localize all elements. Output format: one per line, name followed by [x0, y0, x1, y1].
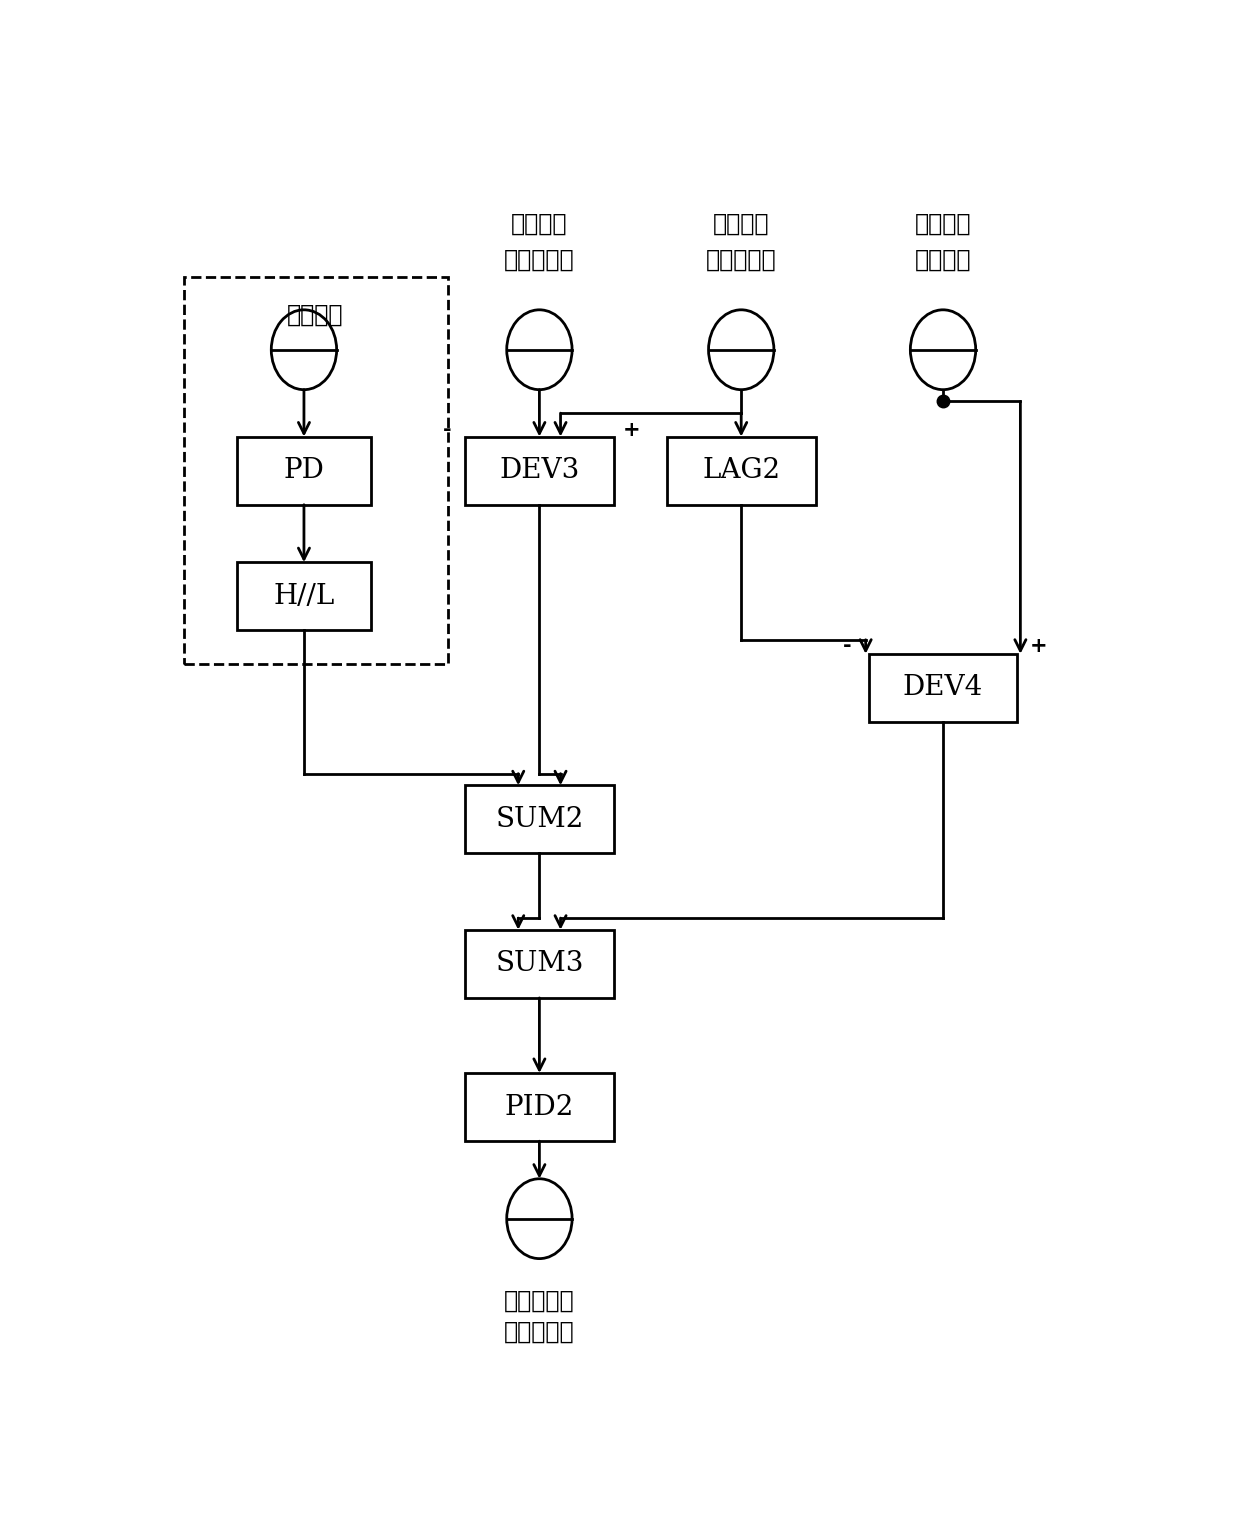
Text: PID2: PID2 [505, 1093, 574, 1121]
Bar [465, 785, 614, 854]
Text: 汽温信号: 汽温信号 [915, 247, 971, 271]
Text: PD: PD [284, 458, 325, 485]
Text: 一级过热: 一级过热 [713, 212, 770, 236]
Text: +: + [1030, 636, 1048, 656]
Bar [184, 278, 448, 665]
Text: SUM2: SUM2 [495, 805, 584, 833]
Bar [667, 436, 816, 505]
Text: -: - [444, 419, 451, 439]
Text: SUM3: SUM3 [495, 950, 584, 978]
Text: LAG2: LAG2 [702, 458, 780, 485]
Text: 汽温设定値: 汽温设定値 [505, 247, 574, 271]
Text: H//L: H//L [273, 583, 335, 610]
Bar [237, 563, 371, 630]
Text: 前馈信号: 前馈信号 [288, 302, 343, 326]
Text: +: + [622, 419, 640, 439]
Bar [465, 930, 614, 997]
Text: 一级导前: 一级导前 [915, 212, 971, 236]
Text: DEV4: DEV4 [903, 674, 983, 702]
Text: 一级过热汽: 一级过热汽 [505, 1289, 574, 1313]
Text: 温自动输出: 温自动输出 [505, 1319, 574, 1344]
Text: 一级过热: 一级过热 [511, 212, 568, 236]
Text: -: - [843, 636, 852, 656]
Bar [465, 436, 614, 505]
Bar [237, 436, 371, 505]
Text: DEV3: DEV3 [500, 458, 579, 485]
Bar [465, 1074, 614, 1141]
Text: 汽温反馈値: 汽温反馈値 [706, 247, 776, 271]
Bar [868, 654, 1018, 721]
